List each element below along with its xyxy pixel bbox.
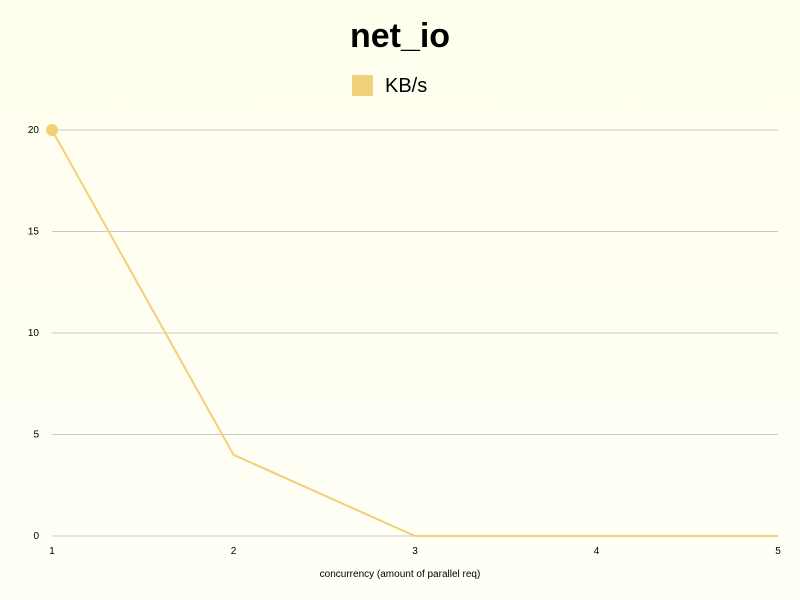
x-axis-ticks: 1 2 3 4 5 xyxy=(49,546,781,557)
y-tick-label: 0 xyxy=(33,531,39,542)
x-tick-label: 4 xyxy=(594,546,600,557)
x-axis-label: concurrency (amount of parallel req) xyxy=(320,569,481,580)
y-tick-label: 10 xyxy=(28,328,40,339)
series-layer xyxy=(46,124,778,537)
gridlines xyxy=(52,129,778,537)
x-tick-label: 1 xyxy=(49,546,55,557)
y-tick-label: 5 xyxy=(33,430,39,441)
legend-label: KB/s xyxy=(385,75,427,97)
x-tick-label: 3 xyxy=(412,546,418,557)
chart-title: net_io xyxy=(350,17,450,55)
data-point xyxy=(46,124,58,136)
legend-swatch xyxy=(352,75,373,96)
series-line xyxy=(51,129,778,537)
x-tick-label: 5 xyxy=(775,546,781,557)
y-axis-ticks: 0 5 10 15 20 xyxy=(28,125,40,542)
legend: KB/s xyxy=(352,75,427,97)
y-tick-label: 15 xyxy=(28,227,40,238)
x-tick-label: 2 xyxy=(231,546,237,557)
y-tick-label: 20 xyxy=(28,125,40,136)
